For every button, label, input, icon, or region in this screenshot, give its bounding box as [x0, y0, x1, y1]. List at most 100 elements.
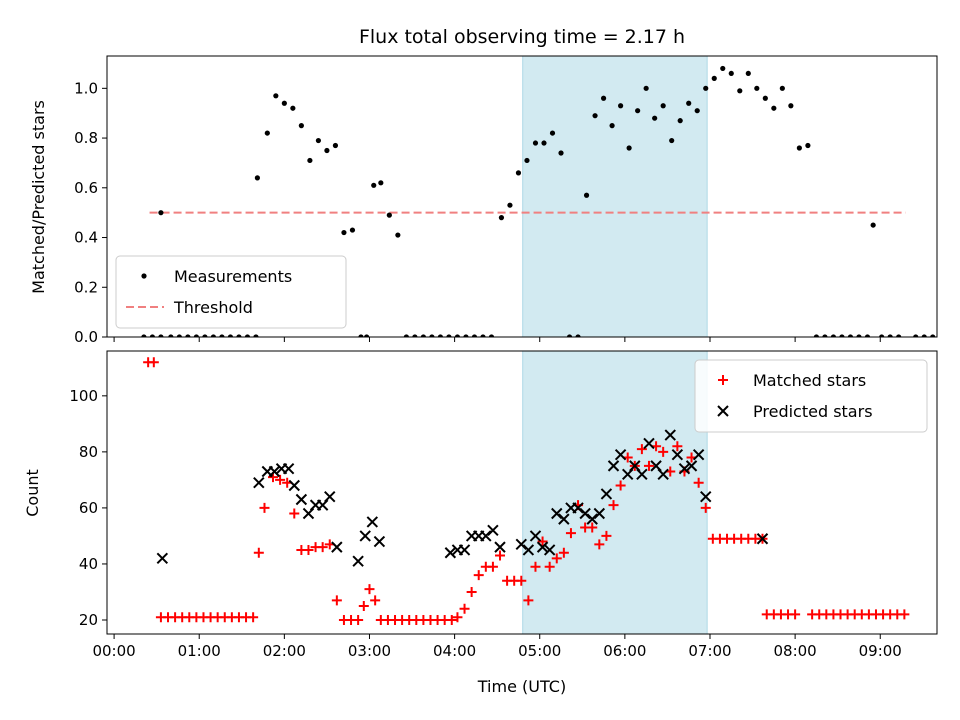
plot-frame	[106, 55, 938, 338]
y-tick-label: 60	[79, 499, 98, 517]
y-tick-label: 40	[79, 555, 98, 573]
data-point	[268, 465, 281, 478]
data-point	[395, 232, 401, 238]
data-point	[515, 170, 522, 176]
data-point	[703, 85, 709, 91]
data-point	[494, 541, 506, 553]
data-point	[341, 229, 347, 236]
data-point	[523, 595, 534, 606]
data-point	[756, 533, 769, 545]
data-point	[303, 544, 314, 555]
data-point	[805, 142, 811, 149]
data-point	[507, 202, 513, 208]
y-tick-label: 100	[69, 387, 98, 405]
data-point	[643, 460, 654, 471]
data-point	[353, 614, 364, 625]
legend: Measurements Threshold	[115, 255, 347, 329]
data-point	[558, 150, 564, 156]
data-point	[558, 513, 570, 525]
data-point	[370, 595, 381, 606]
data-point	[672, 441, 683, 452]
data-point	[480, 334, 486, 337]
data-point	[790, 609, 801, 620]
data-point	[495, 550, 506, 561]
data-point	[324, 147, 330, 154]
data-point	[185, 334, 191, 337]
data-point	[487, 561, 498, 572]
x-tick-label: 04:00	[433, 642, 476, 660]
data-point	[288, 479, 300, 492]
data-point	[273, 93, 279, 99]
data-point	[551, 553, 562, 564]
data-point	[601, 530, 612, 541]
y-tick-label: 0.2	[74, 278, 98, 296]
legend-box	[694, 359, 928, 433]
legend-label: Measurements	[174, 267, 292, 286]
series-1	[156, 429, 769, 567]
plot-area	[143, 351, 910, 634]
legend-marker	[141, 273, 147, 279]
x-tick-label: 06:00	[603, 642, 646, 660]
x-axis-label: Time (UTC)	[477, 677, 566, 696]
data-point	[600, 488, 613, 500]
data-point	[652, 115, 658, 121]
data-point	[458, 544, 471, 556]
plot-area	[141, 56, 960, 339]
data-point	[664, 429, 676, 441]
observing-window-band	[522, 351, 708, 634]
data-point	[358, 334, 364, 337]
data-point	[779, 85, 785, 91]
top-panel: 0.0 0.2 0.4 0.6 0.8 1.0 Measurements Threshold	[74, 55, 960, 346]
x-tick-label: 09:00	[859, 642, 902, 660]
data-point	[635, 108, 641, 114]
data-point	[788, 103, 794, 109]
data-point	[607, 460, 620, 472]
data-point	[839, 334, 845, 337]
data-point	[762, 95, 768, 101]
y-tick-label: 0.6	[74, 179, 98, 197]
data-point	[737, 88, 743, 94]
data-point	[371, 182, 377, 188]
legend-label: Threshold	[173, 298, 253, 317]
data-point	[956, 334, 960, 339]
data-point	[530, 561, 541, 572]
data-point	[516, 575, 527, 586]
data-point	[771, 105, 777, 111]
series-0	[141, 65, 960, 339]
data-point	[686, 100, 692, 106]
data-point	[331, 595, 342, 606]
data-point	[575, 334, 581, 337]
data-point	[887, 334, 893, 337]
legend-label: Predicted stars	[753, 402, 873, 421]
data-point	[899, 609, 910, 620]
data-point	[700, 490, 712, 503]
data-point	[446, 334, 452, 337]
data-point	[864, 334, 871, 337]
data-point	[693, 477, 704, 488]
legend: Matched stars Predicted stars	[694, 359, 928, 433]
data-point	[324, 490, 336, 503]
data-point	[541, 140, 547, 146]
data-point	[614, 448, 627, 461]
x-tick-label: 02:00	[263, 642, 306, 660]
data-point	[522, 544, 535, 556]
data-point	[141, 334, 147, 337]
data-point	[643, 85, 649, 91]
data-point	[352, 555, 364, 567]
data-point	[253, 334, 259, 337]
data-point	[643, 437, 655, 450]
data-point	[466, 586, 477, 597]
data-point	[488, 334, 495, 337]
data-point	[349, 227, 356, 233]
data-point	[290, 105, 296, 111]
x-tick-label: 00:00	[92, 642, 135, 660]
data-point	[711, 75, 717, 81]
legend-marker	[717, 405, 729, 417]
data-point	[412, 334, 418, 337]
data-point	[694, 108, 700, 114]
data-point	[429, 334, 435, 337]
data-point	[669, 137, 675, 144]
data-point	[264, 130, 270, 136]
data-point	[236, 334, 242, 337]
